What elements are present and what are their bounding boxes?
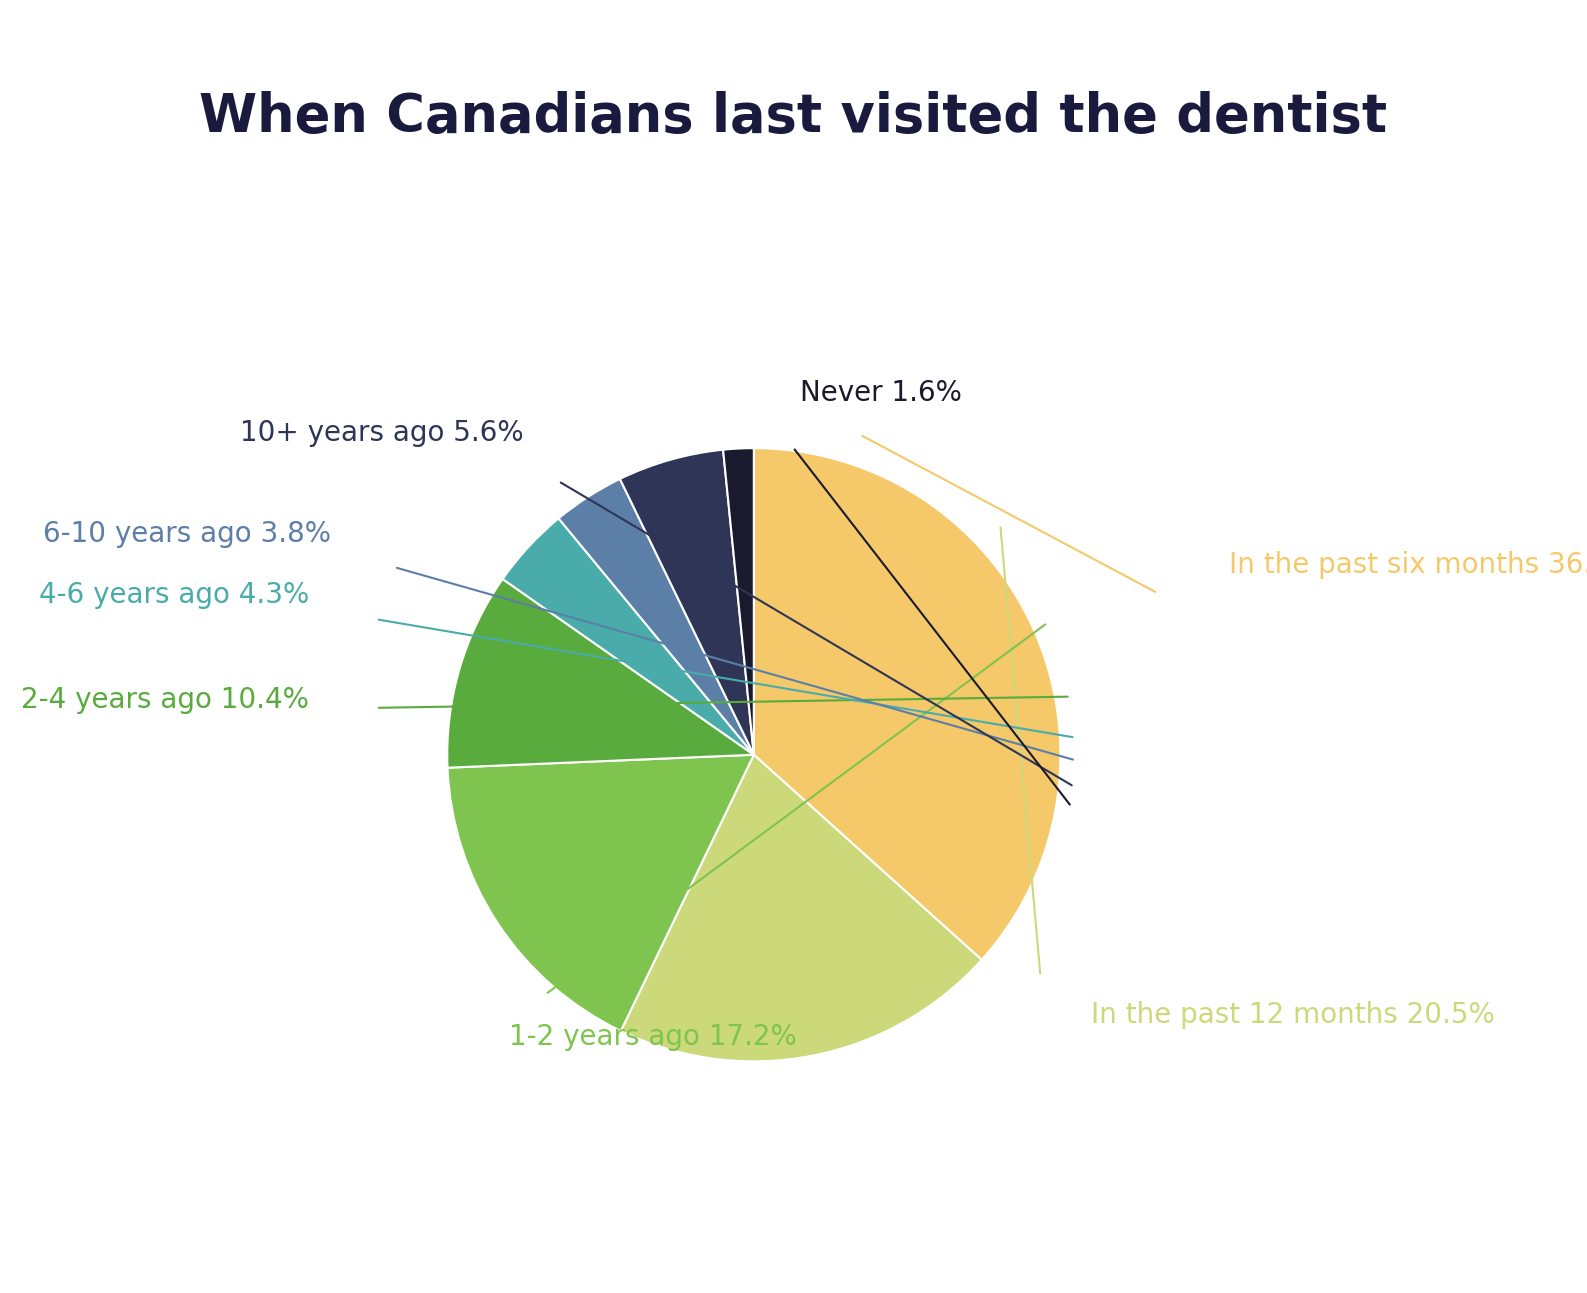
Wedge shape (621, 755, 982, 1062)
Text: 4-6 years ago 4.3%: 4-6 years ago 4.3% (40, 582, 309, 609)
Wedge shape (754, 449, 1060, 959)
Wedge shape (621, 450, 754, 755)
Wedge shape (448, 579, 754, 768)
Text: 1-2 years ago 17.2%: 1-2 years ago 17.2% (508, 1023, 797, 1051)
Text: Never 1.6%: Never 1.6% (800, 379, 962, 407)
Text: In the past six months 36.7%: In the past six months 36.7% (1228, 551, 1587, 579)
Text: When Canadians last visited the dentist: When Canadians last visited the dentist (200, 91, 1387, 142)
Text: 6-10 years ago 3.8%: 6-10 years ago 3.8% (43, 520, 330, 548)
Wedge shape (503, 518, 754, 755)
Wedge shape (559, 478, 754, 755)
Text: 2-4 years ago 10.4%: 2-4 years ago 10.4% (21, 685, 309, 714)
Text: 10+ years ago 5.6%: 10+ years ago 5.6% (240, 419, 524, 447)
Wedge shape (724, 449, 754, 755)
Text: In the past 12 months 20.5%: In the past 12 months 20.5% (1092, 1001, 1495, 1029)
Wedge shape (448, 755, 754, 1031)
